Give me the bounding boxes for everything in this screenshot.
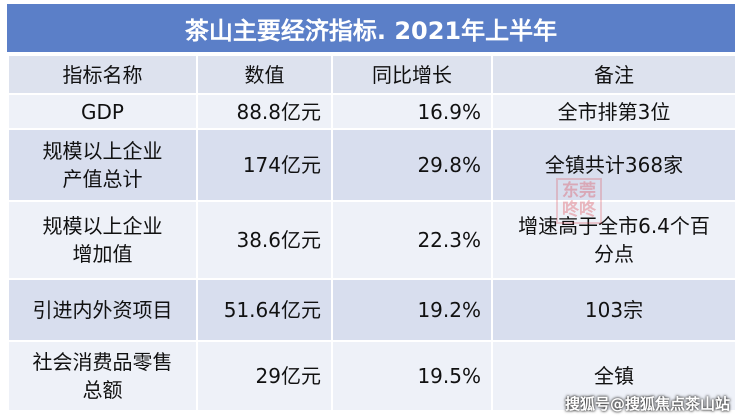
stamp-line: 咚咚 — [562, 200, 596, 220]
header-cell: 指标名称 — [7, 54, 198, 95]
stamp-line: 东莞 — [562, 181, 596, 201]
cell-line: 分点 — [594, 242, 634, 266]
cell-line: 19.2% — [417, 298, 481, 322]
table-cell: 全镇 — [491, 340, 737, 412]
table-row: GDP 88.8亿元 16.9% 全市排第3位 — [7, 93, 737, 130]
table-cell: 全市排第3位 — [491, 93, 737, 130]
table-row: 引进内外资项目 51.64亿元 19.2% 103宗 — [7, 278, 737, 342]
cell-line: 规模以上企业 — [42, 214, 163, 238]
cell-line: 19.5% — [417, 364, 481, 388]
table-cell: 103宗 — [491, 278, 737, 342]
table-card: 茶山主要经济指标. 2021年上半年 指标名称 数值 同比增长 备注 GDP 88.8亿元… — [6, 3, 737, 413]
cell-line: 全镇 — [594, 364, 634, 388]
table-cell: GDP — [7, 93, 198, 130]
cell-line: 全镇共计368家 — [544, 153, 684, 177]
cell-line: 总额 — [82, 378, 123, 402]
watermark: 搜狐号@搜狐焦点茶山站 — [564, 395, 730, 413]
header-row: 指标名称 数值 同比增长 备注 — [7, 54, 737, 95]
table-title: 茶山主要经济指标. 2021年上半年 — [7, 4, 735, 54]
table-cell: 29亿元 — [196, 340, 333, 412]
table-cell: 引进内外资项目 — [7, 278, 198, 342]
cell-line: 社会消费品零售 — [32, 350, 173, 374]
table-cell: 16.9% — [331, 93, 493, 130]
cell-line: 29.8% — [417, 153, 481, 177]
table-cell: 社会消费品零售 总额 — [7, 340, 198, 412]
cell-line: 增加值 — [72, 242, 133, 266]
table-cell: 规模以上企业 增加值 — [7, 200, 198, 280]
stamp: 东莞 咚咚 — [556, 178, 602, 224]
table-cell: 规模以上企业 产值总计 — [7, 128, 198, 202]
table-cell: 增速高于全市6.4个百 分点 — [491, 200, 737, 280]
header-cell: 数值 — [196, 54, 333, 95]
table-cell: 全镇共计368家 — [491, 128, 737, 202]
table: 指标名称 数值 同比增长 备注 GDP 88.8亿元 16.9% 全市排第3位规模以上企业 产值… — [7, 54, 737, 412]
header-cell: 同比增长 — [331, 54, 493, 95]
table-cell: 38.6亿元 — [196, 200, 333, 280]
cell-line: 产值总计 — [62, 167, 143, 191]
table-cell: 51.64亿元 — [196, 278, 333, 342]
cell-line: GDP — [81, 99, 124, 124]
cell-line: 38.6亿元 — [236, 228, 321, 252]
cell-line: 16.9% — [417, 99, 481, 124]
cell-line: 增速高于全市6.4个百 — [518, 214, 710, 238]
table-row: 社会消费品零售 总额 29亿元 19.5% 全镇 — [7, 340, 737, 412]
table-cell: 29.8% — [331, 128, 493, 202]
cell-line: 103宗 — [584, 298, 644, 322]
cell-line: 引进内外资项目 — [32, 298, 173, 322]
header-cell: 备注 — [491, 54, 737, 95]
cell-line: 51.64亿元 — [223, 298, 321, 322]
table-cell: 19.2% — [331, 278, 493, 342]
table-cell: 174亿元 — [196, 128, 333, 202]
cell-line: 全市排第3位 — [557, 99, 671, 124]
cell-line: 88.8亿元 — [236, 99, 321, 124]
cell-line: 174亿元 — [242, 153, 321, 177]
cell-line: 29亿元 — [255, 364, 321, 388]
table-cell: 19.5% — [331, 340, 493, 412]
table-cell: 88.8亿元 — [196, 93, 333, 130]
cell-line: 22.3% — [417, 228, 481, 252]
table-row: 规模以上企业 增加值 38.6亿元 22.3% 增速高于全市6.4个百 分点 — [7, 200, 737, 280]
table-cell: 22.3% — [331, 200, 493, 280]
table-row: 规模以上企业 产值总计 174亿元 29.8% 全镇共计368家 — [7, 128, 737, 202]
cell-line: 规模以上企业 — [42, 139, 163, 163]
